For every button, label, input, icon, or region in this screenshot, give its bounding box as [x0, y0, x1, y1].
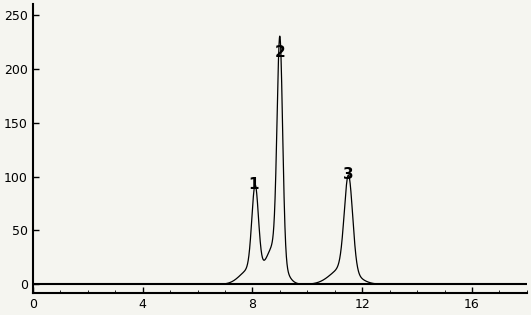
Text: 1: 1 [249, 177, 259, 192]
Text: 2: 2 [275, 45, 285, 60]
Text: 3: 3 [343, 167, 354, 182]
